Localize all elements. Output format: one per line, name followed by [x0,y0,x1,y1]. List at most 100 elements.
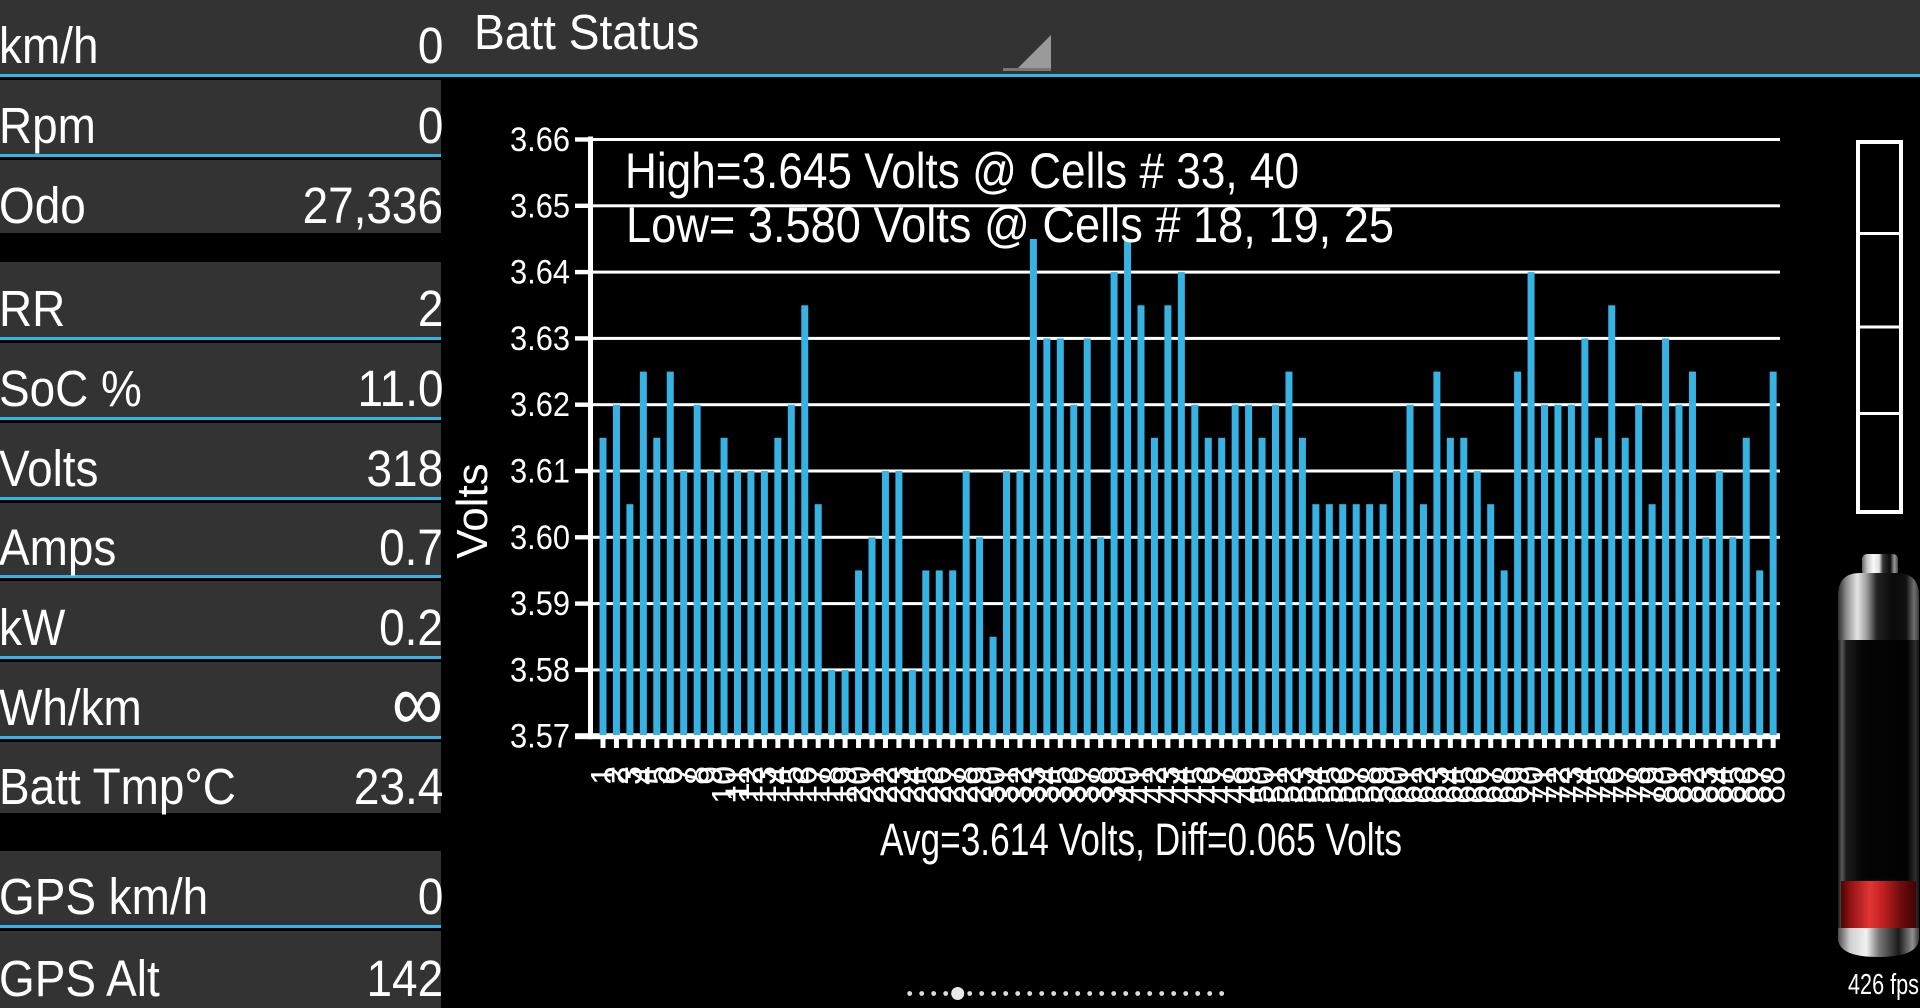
svg-text:29: 29 [961,766,999,804]
svg-text:75: 75 [1580,766,1618,804]
svg-text:76: 76 [1593,766,1631,804]
svg-text:3.63: 3.63 [510,320,570,358]
svg-text:31: 31 [988,766,1026,804]
svg-text:46: 46 [1190,766,1228,804]
svg-text:82: 82 [1674,766,1712,804]
svg-text:87: 87 [1741,766,1779,804]
svg-text:3.61: 3.61 [510,453,570,491]
svg-text:32: 32 [1001,766,1039,804]
svg-text:68: 68 [1486,766,1524,804]
svg-text:48: 48 [1217,766,1255,804]
svg-text:14: 14 [759,766,797,804]
svg-text:3.58: 3.58 [510,651,570,689]
svg-text:13: 13 [746,766,784,804]
svg-text:7: 7 [665,766,703,785]
svg-text:81: 81 [1661,766,1699,804]
svg-text:9: 9 [692,766,730,785]
svg-text:52: 52 [1270,766,1308,804]
svg-text:70: 70 [1513,766,1551,804]
svg-text:30: 30 [975,766,1013,804]
svg-text:6: 6 [652,766,690,785]
svg-text:63: 63 [1418,766,1456,804]
svg-text:53: 53 [1284,766,1322,804]
svg-text:28: 28 [948,766,986,804]
svg-text:84: 84 [1701,766,1739,804]
svg-text:60: 60 [1378,766,1416,804]
svg-text:22: 22 [867,766,905,804]
svg-text:47: 47 [1203,766,1241,804]
svg-text:25: 25 [907,766,945,804]
svg-text:15: 15 [773,766,811,804]
svg-text:20: 20 [840,766,878,804]
svg-text:40: 40 [1109,766,1147,804]
svg-text:16: 16 [786,766,824,804]
svg-text:33: 33 [1015,766,1053,804]
svg-text:426 fps: 426 fps [1848,969,1919,1001]
svg-text:43: 43 [1149,766,1187,804]
svg-text:2: 2 [598,766,636,785]
svg-text:49: 49 [1230,766,1268,804]
svg-text:4: 4 [625,766,663,785]
svg-text:44: 44 [1163,766,1201,804]
svg-text:Low= 3.580 Volts @ Cells # 18,: Low= 3.580 Volts @ Cells # 18, 19, 25 [626,197,1394,253]
svg-text:73: 73 [1553,766,1591,804]
svg-text:3.60: 3.60 [510,519,570,557]
svg-text:3.57: 3.57 [510,718,570,756]
svg-text:3.64: 3.64 [510,254,570,292]
svg-text:62: 62 [1405,766,1443,804]
svg-text:24: 24 [894,766,932,804]
svg-text:17: 17 [800,766,838,804]
svg-text:18: 18 [813,766,851,804]
svg-text:79: 79 [1634,766,1672,804]
svg-text:3: 3 [611,766,649,785]
svg-text:41: 41 [1123,766,1161,804]
svg-text:83: 83 [1687,766,1725,804]
svg-text:78: 78 [1620,766,1658,804]
svg-text:35: 35 [1042,766,1080,804]
svg-text:23: 23 [880,766,918,804]
svg-text:10: 10 [706,766,744,804]
svg-text:80: 80 [1647,766,1685,804]
svg-text:Avg=3.614 Volts, Diff=0.065 Vo: Avg=3.614 Volts, Diff=0.065 Volts [880,814,1402,865]
svg-text:50: 50 [1244,766,1282,804]
svg-text:71: 71 [1526,766,1564,804]
svg-text:59: 59 [1365,766,1403,804]
svg-text:27: 27 [934,766,972,804]
svg-text:77: 77 [1607,766,1645,804]
svg-text:1: 1 [585,766,623,785]
svg-text:65: 65 [1445,766,1483,804]
svg-text:72: 72 [1539,766,1577,804]
svg-text:58: 58 [1351,766,1389,804]
svg-text:5: 5 [638,766,676,785]
svg-text:69: 69 [1499,766,1537,804]
svg-text:57: 57 [1338,766,1376,804]
svg-text:45: 45 [1176,766,1214,804]
svg-text:85: 85 [1714,766,1752,804]
svg-text:38: 38 [1082,766,1120,804]
svg-text:3.62: 3.62 [510,386,570,424]
svg-text:High=3.645 Volts @ Cells # 33,: High=3.645 Volts @ Cells # 33, 40 [625,143,1299,199]
svg-text:66: 66 [1459,766,1497,804]
svg-text:51: 51 [1257,766,1295,804]
svg-text:12: 12 [732,766,770,804]
svg-text:39: 39 [1096,766,1134,804]
svg-text:11: 11 [719,766,757,801]
svg-text:19: 19 [827,766,865,804]
svg-text:37: 37 [1069,766,1107,804]
svg-text:67: 67 [1472,766,1510,804]
svg-text:34: 34 [1028,766,1066,804]
svg-text:42: 42 [1136,766,1174,804]
svg-text:3.59: 3.59 [510,585,570,623]
svg-text:8: 8 [679,766,717,785]
svg-text:74: 74 [1566,766,1604,804]
svg-text:26: 26 [921,766,959,804]
svg-text:3.66: 3.66 [510,121,570,159]
svg-text:86: 86 [1728,766,1766,804]
svg-text:56: 56 [1324,766,1362,804]
svg-text:55: 55 [1311,766,1349,804]
svg-text:61: 61 [1392,766,1430,804]
svg-text:54: 54 [1297,766,1335,804]
svg-text:Volts: Volts [448,463,497,558]
svg-text:36: 36 [1055,766,1093,804]
svg-text:21: 21 [854,766,892,804]
